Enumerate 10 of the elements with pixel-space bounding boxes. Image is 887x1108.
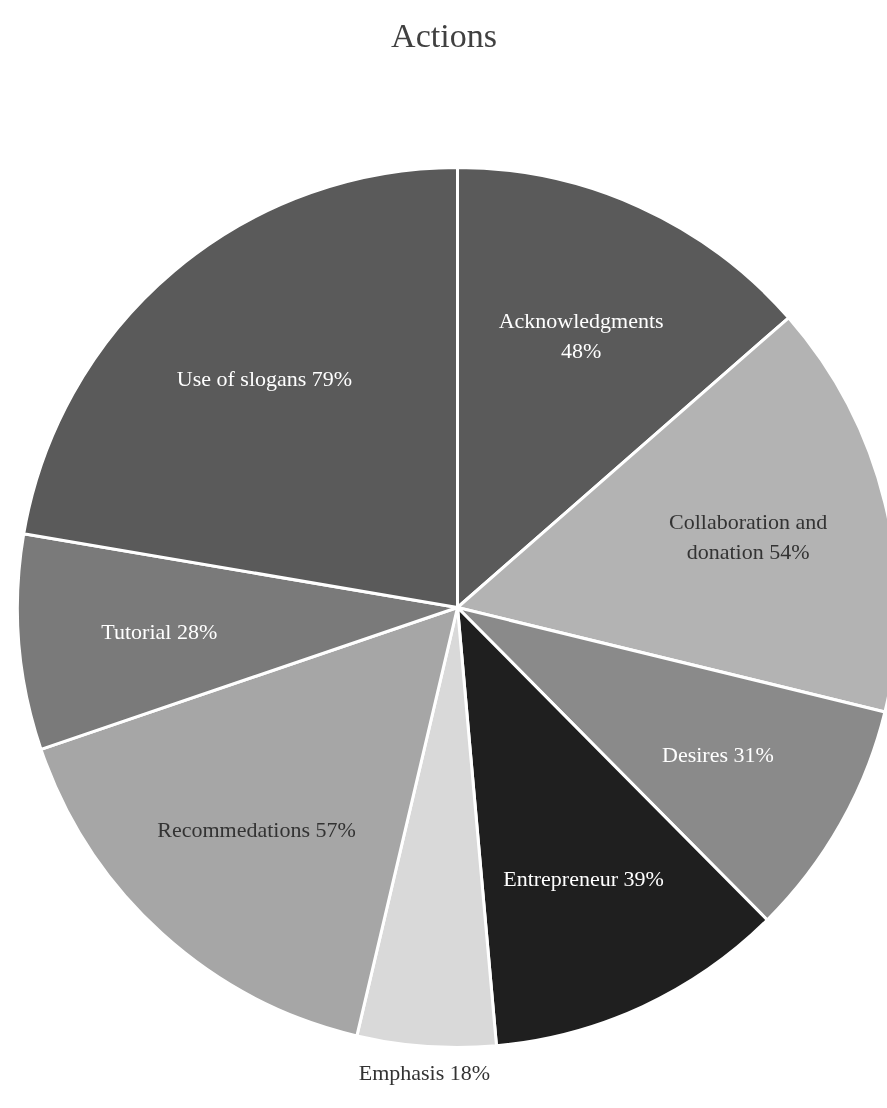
slice-label: Recommedations 57% <box>157 816 356 842</box>
slice-label: Desires 31% <box>662 742 774 768</box>
slice-label: Emphasis 18% <box>358 1060 491 1086</box>
slice-label: Use of slogans 79% <box>176 366 353 392</box>
slice-label: Tutorial 28% <box>101 618 218 644</box>
chart-title: Actions <box>391 17 497 54</box>
slice-label: Acknowledgments <box>498 307 664 333</box>
data-label: 48% <box>560 337 602 363</box>
slice-label: Collaboration and donation 54% <box>669 508 828 564</box>
slice-label: Entrepreneur 39% <box>503 866 664 892</box>
